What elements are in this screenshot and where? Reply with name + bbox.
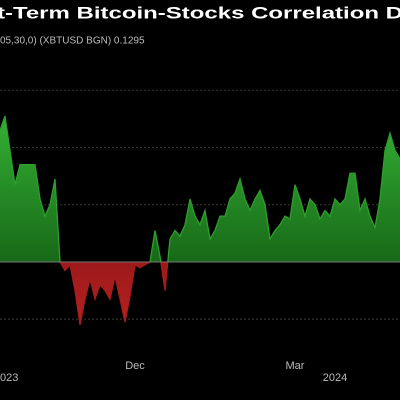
chart-subtitle: 05,30,0) (XBTUSD BGN) 0.1295 xyxy=(0,36,145,47)
line-below xyxy=(59,261,169,326)
negative-area xyxy=(60,261,168,325)
chart-title: t-Term Bitcoin-Stocks Correlation D xyxy=(0,3,400,22)
x-tick-label: Mar xyxy=(286,360,305,372)
x-tick-label: Dec xyxy=(125,360,145,372)
line-above xyxy=(0,115,400,262)
x-year-label: 023 xyxy=(0,372,18,384)
x-year-label: 2024 xyxy=(323,372,347,384)
positive-area xyxy=(0,115,400,262)
